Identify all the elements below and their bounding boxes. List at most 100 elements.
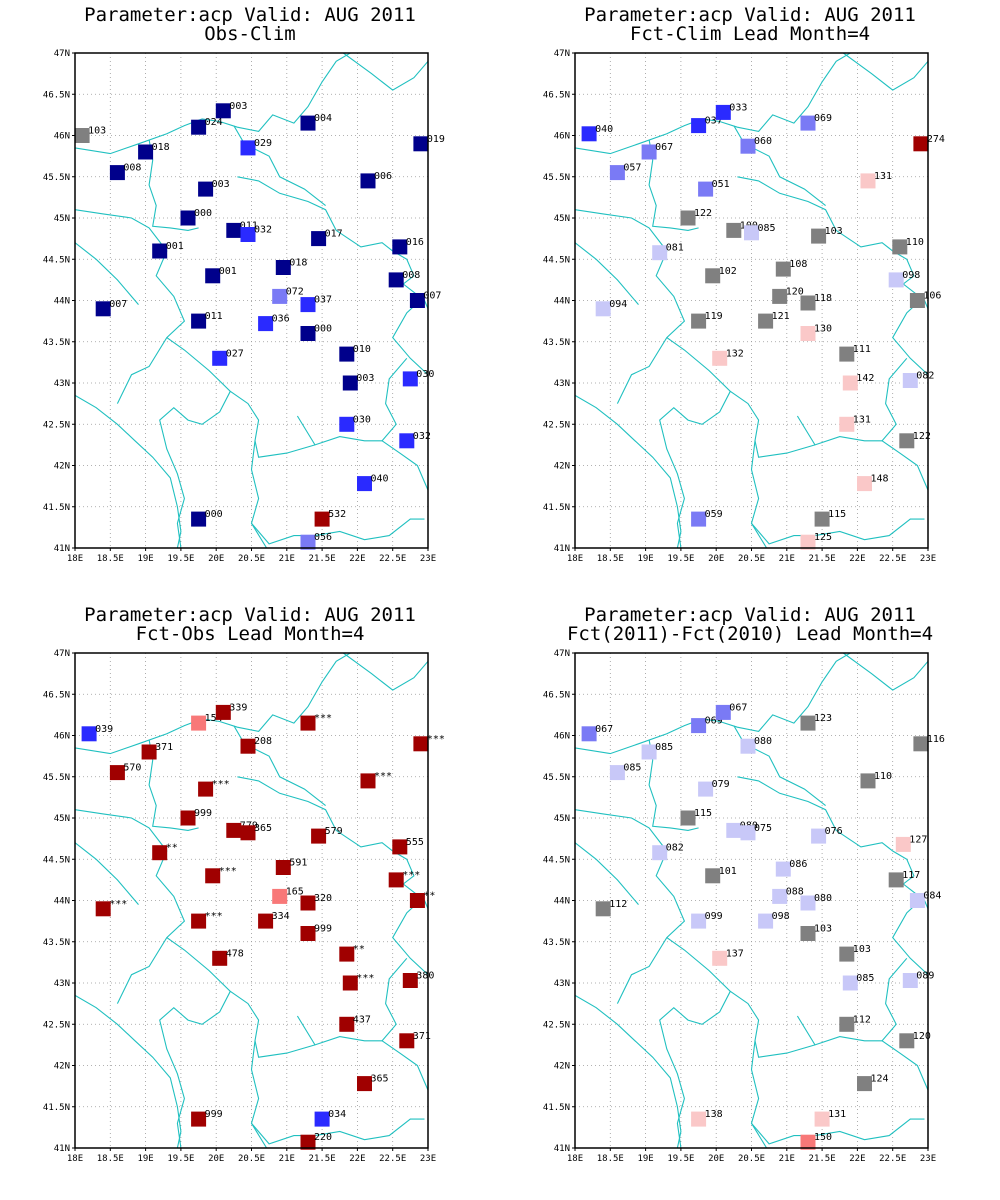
- station-marker: [109, 765, 125, 781]
- station-marker: [413, 136, 429, 152]
- lat-tick-label: 44.5N: [543, 255, 570, 265]
- lat-tick-label: 46.5N: [43, 90, 70, 100]
- station-value-label: 111: [853, 344, 871, 355]
- station-value-label: 089: [916, 971, 934, 982]
- station-marker: [360, 173, 376, 189]
- panel-subtitle: Fct-Clim Lead Month=4: [629, 23, 871, 45]
- station-value-label: 067: [595, 724, 613, 735]
- station-value-label: 117: [902, 870, 920, 881]
- lon-tick-label: 19E: [637, 1154, 653, 1164]
- lat-tick-label: 47N: [554, 649, 570, 659]
- lat-tick-label: 41N: [54, 544, 70, 554]
- lon-tick-label: 21E: [779, 554, 795, 564]
- station-marker: [726, 822, 742, 838]
- lon-tick-label: 21.5E: [809, 554, 836, 564]
- station-value-label: 018: [289, 258, 307, 269]
- station-marker: [180, 210, 196, 226]
- panel-subtitle: Fct-Obs Lead Month=4: [135, 623, 365, 645]
- station-marker: [314, 511, 330, 527]
- station-marker: [191, 715, 207, 731]
- lon-tick-label: 21E: [279, 554, 295, 564]
- lat-tick-label: 42N: [554, 462, 570, 472]
- lat-tick-label: 46N: [54, 132, 70, 142]
- station-marker: [842, 975, 858, 991]
- station-marker: [691, 913, 707, 929]
- panel-subtitle: Fct(2011)-Fct(2010) Lead Month=4: [566, 623, 934, 645]
- station-marker: [715, 704, 731, 720]
- station-marker: [240, 825, 256, 841]
- country-border: [842, 653, 928, 691]
- country-border: [75, 209, 186, 404]
- station-marker: [152, 845, 168, 861]
- country-border: [648, 139, 699, 231]
- station-marker: [215, 704, 231, 720]
- station-value-label: 127: [909, 834, 927, 845]
- lat-tick-label: 46.5N: [543, 90, 570, 100]
- station-marker: [609, 165, 625, 181]
- country-border: [75, 809, 186, 1004]
- station-marker: [240, 738, 256, 754]
- station-value-label: 131: [853, 414, 871, 425]
- station-value-label: 118: [814, 293, 832, 304]
- station-value-label: 106: [923, 291, 941, 302]
- station-value-label: 108: [789, 259, 807, 270]
- station-marker: [758, 913, 774, 929]
- station-marker: [758, 313, 774, 329]
- lat-tick-label: 45.5N: [543, 773, 570, 783]
- station-value-label: 069: [814, 113, 832, 124]
- station-marker: [409, 293, 425, 308]
- lon-tick-label: 21E: [779, 1154, 795, 1164]
- station-value-label: 030: [353, 414, 371, 425]
- station-marker: [800, 895, 816, 911]
- station-value-label: 008: [402, 270, 420, 281]
- station-map: 18E 18.5E 19E 19.5E 20E 20.5E 21E 21.5E 22E 22.5E…: [543, 649, 945, 1164]
- station-marker: [888, 272, 904, 288]
- country-border: [796, 1015, 883, 1046]
- station-marker: [595, 301, 611, 317]
- station-marker: [138, 144, 154, 160]
- station-value-label: **: [423, 891, 435, 902]
- station-value-label: 017: [325, 229, 343, 240]
- station-value-label: ***: [314, 713, 332, 724]
- station-value-label: 339: [229, 702, 247, 713]
- station-value-label: 115: [694, 808, 712, 819]
- lat-tick-label: 42N: [554, 1062, 570, 1072]
- station-value-label: 016: [406, 237, 424, 248]
- lat-tick-label: 46.5N: [43, 690, 70, 700]
- station-marker: [300, 534, 316, 550]
- station-value-label: 110: [874, 771, 892, 782]
- lon-tick-label: 18.5E: [597, 554, 624, 564]
- station-marker: [800, 326, 816, 341]
- country-border: [648, 739, 699, 831]
- country-border: [159, 937, 231, 1148]
- station-marker: [191, 313, 207, 329]
- country-border: [251, 1123, 287, 1148]
- station-value-label: 011: [240, 220, 258, 231]
- station-marker: [300, 1134, 316, 1150]
- station-value-label: 085: [655, 742, 673, 753]
- station-value-label: 102: [719, 266, 737, 277]
- lat-tick-label: 41.5N: [543, 503, 570, 513]
- station-value-label: 004: [314, 113, 332, 124]
- lat-tick-label: 45.5N: [543, 173, 570, 183]
- station-marker: [198, 781, 214, 797]
- lon-tick-label: 22E: [349, 554, 365, 564]
- lon-tick-label: 20E: [208, 554, 224, 564]
- country-border: [342, 653, 428, 691]
- lat-tick-label: 42N: [54, 462, 70, 472]
- lon-tick-label: 22.5E: [879, 1154, 906, 1164]
- station-value-label: 112: [609, 899, 627, 910]
- station-marker: [109, 165, 125, 181]
- station-marker: [913, 736, 929, 752]
- station-marker: [399, 1033, 415, 1049]
- lon-tick-label: 18E: [67, 554, 83, 564]
- country-border: [881, 357, 928, 491]
- station-value-label: 532: [328, 509, 346, 520]
- station-value-label: 478: [226, 948, 244, 959]
- station-marker: [581, 726, 597, 742]
- lat-tick-label: 41N: [554, 544, 570, 554]
- station-marker: [413, 736, 429, 752]
- plot-frame: [574, 52, 929, 549]
- station-marker: [888, 872, 904, 888]
- station-value-label: 036: [272, 314, 290, 325]
